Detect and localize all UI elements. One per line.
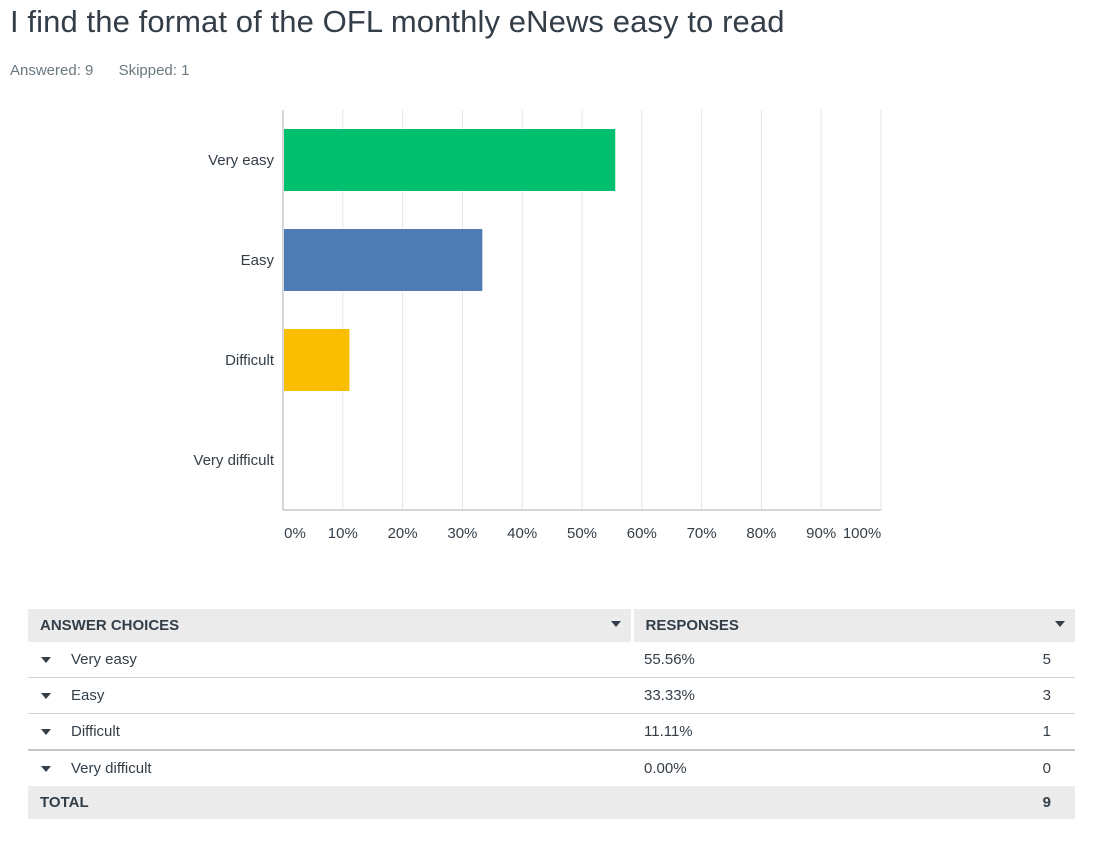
count-cell: 3 xyxy=(910,677,1075,714)
bar xyxy=(284,129,616,191)
responses-header-label: RESPONSES xyxy=(645,617,739,634)
choice-cell: Very difficult xyxy=(28,750,632,786)
answer-choices-header[interactable]: ANSWER CHOICES xyxy=(28,609,634,642)
question-title: I find the format of the OFL monthly eNe… xyxy=(10,4,785,39)
chart-bars xyxy=(284,129,616,391)
table-row: Easy 33.33% 3 xyxy=(28,677,1075,714)
answer-choices-header-label: ANSWER CHOICES xyxy=(40,617,180,634)
responses-header[interactable]: RESPONSES xyxy=(632,609,1075,642)
category-label: Very difficult xyxy=(193,452,274,469)
total-spacer xyxy=(632,786,911,819)
category-label: Very easy xyxy=(208,152,274,169)
choice-label: Very difficult xyxy=(71,760,152,777)
x-tick-label: 20% xyxy=(388,525,418,542)
x-tick-label: 80% xyxy=(746,525,776,542)
expand-caret-icon[interactable] xyxy=(41,729,51,736)
expand-caret-icon[interactable] xyxy=(41,657,51,664)
choice-label: Difficult xyxy=(71,723,120,740)
count-cell: 1 xyxy=(910,713,1075,751)
choice-cell: Easy xyxy=(28,677,632,714)
total-count: 9 xyxy=(910,786,1075,819)
category-label: Easy xyxy=(241,252,275,269)
response-stats: Answered: 9 Skipped: 1 xyxy=(10,62,210,79)
sort-arrow-icon[interactable] xyxy=(610,621,621,627)
sort-arrow-icon[interactable] xyxy=(1055,621,1065,627)
x-tick-label: 50% xyxy=(567,525,597,542)
x-tick-label: 70% xyxy=(687,525,717,542)
x-tick-label: 60% xyxy=(627,525,657,542)
chart-tick-labels: 0% 10% 20% 30% 40% 50% 60% 70% 80% 90% 100% xyxy=(284,525,881,542)
expand-caret-icon[interactable] xyxy=(41,766,51,773)
total-label: TOTAL xyxy=(28,786,632,819)
category-label: Difficult xyxy=(225,352,275,369)
bar xyxy=(284,329,350,391)
x-tick-label: 30% xyxy=(447,525,477,542)
choice-label: Easy xyxy=(71,687,105,704)
table-row: Difficult 11.11% 1 xyxy=(28,713,1075,751)
x-tick-label: 90% xyxy=(806,525,836,542)
choice-cell: Difficult xyxy=(28,713,632,751)
percent-cell: 55.56% xyxy=(632,642,911,678)
bar-chart: Very easy Easy Difficult Very difficult 0% 1… xyxy=(193,110,882,542)
chart-axes xyxy=(282,110,881,511)
choice-label: Very easy xyxy=(71,651,137,668)
expand-caret-icon[interactable] xyxy=(41,693,51,700)
x-tick-label: 10% xyxy=(328,525,358,542)
x-tick-label: 100% xyxy=(843,525,881,542)
x-tick-label: 0% xyxy=(284,525,306,542)
answered-count: Answered: 9 xyxy=(10,62,94,79)
table-row: Very difficult 0.00% 0 xyxy=(28,750,1075,786)
choice-cell: Very easy xyxy=(28,642,632,678)
count-cell: 5 xyxy=(910,642,1075,678)
x-tick-label: 40% xyxy=(507,525,537,542)
total-row: TOTAL 9 xyxy=(28,786,1075,819)
percent-cell: 33.33% xyxy=(632,677,911,714)
bar xyxy=(284,229,483,291)
results-table: ANSWER CHOICES RESPONSES Very easy 55.56… xyxy=(28,609,1075,819)
percent-cell: 0.00% xyxy=(644,760,687,777)
table-header-row: ANSWER CHOICES RESPONSES xyxy=(28,609,1075,642)
count-cell: 0 xyxy=(1042,760,1051,777)
table-row: Very easy 55.56% 5 xyxy=(28,642,1075,678)
skipped-count: Skipped: 1 xyxy=(118,62,190,79)
percent-cell: 11.11% xyxy=(632,713,911,751)
chart-category-labels: Very easy Easy Difficult Very difficult xyxy=(193,152,274,469)
